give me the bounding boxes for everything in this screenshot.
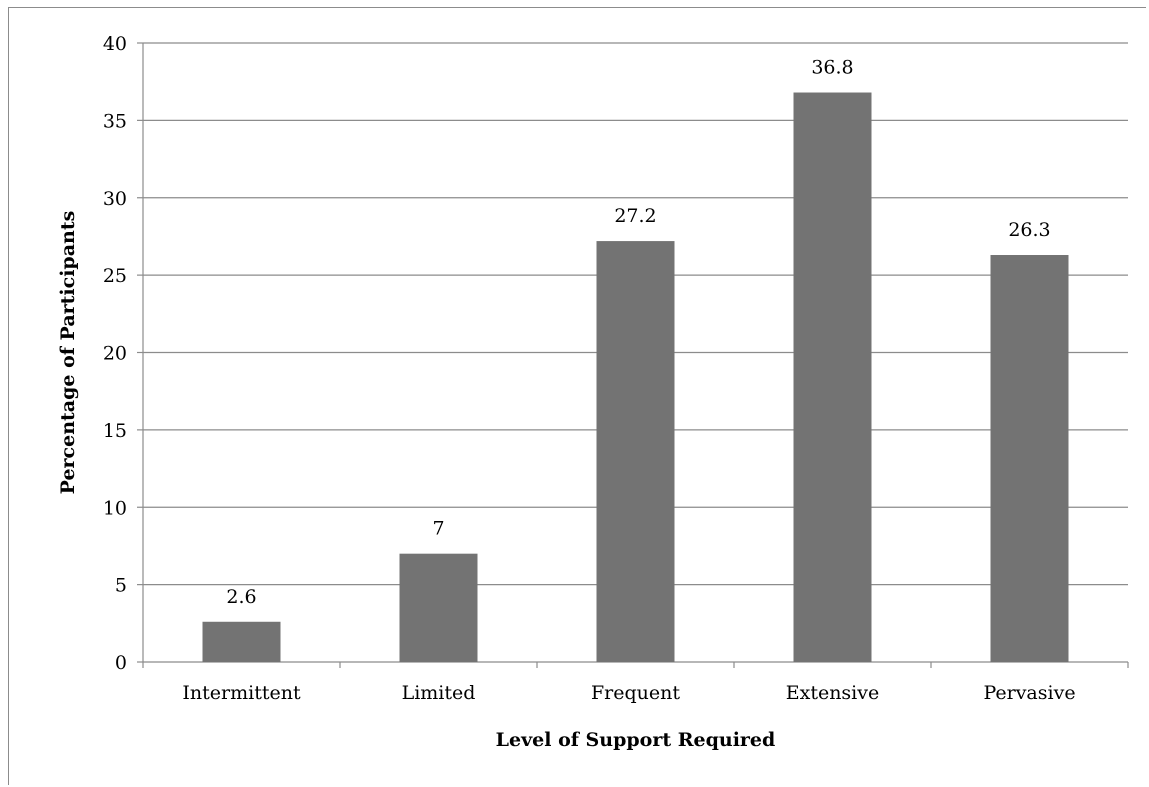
data-label-frequent: 27.2	[614, 205, 656, 227]
y-tick-label: 10	[103, 497, 127, 519]
x-tick-label-extensive: Extensive	[786, 682, 880, 704]
y-tick-label: 20	[103, 343, 127, 365]
bar-intermittent	[202, 621, 281, 662]
x-tick-label-intermittent: Intermittent	[182, 682, 301, 704]
x-tick-label-pervasive: Pervasive	[983, 682, 1075, 704]
bars	[202, 92, 1069, 662]
data-label-limited: 7	[432, 518, 444, 540]
y-tick-label: 35	[103, 110, 127, 132]
y-tick-label: 0	[115, 652, 127, 674]
x-axis-title: Level of Support Required	[496, 729, 776, 751]
y-tick-label: 15	[103, 420, 127, 442]
bar-pervasive	[990, 255, 1069, 662]
x-axis: Intermittent Limited Frequent Extensive Perv…	[142, 661, 1129, 704]
bar-limited	[399, 553, 478, 662]
y-tick-label: 5	[115, 575, 127, 597]
bar-frequent	[596, 241, 675, 662]
data-label-extensive: 36.8	[811, 57, 853, 79]
chart-frame	[8, 7, 1146, 785]
bar-extensive	[793, 92, 872, 662]
y-tick-label: 30	[103, 188, 127, 210]
y-axis: 0 5 10 15 20 25 30 35 40	[103, 33, 144, 674]
x-tick-label-limited: Limited	[402, 682, 476, 704]
y-tick-label: 25	[103, 265, 127, 287]
data-label-pervasive: 26.3	[1008, 219, 1050, 241]
data-label-intermittent: 2.6	[226, 586, 256, 608]
y-tick-label: 40	[103, 33, 127, 55]
data-labels: 2.6 7 27.2 36.8 26.3	[226, 57, 1050, 608]
x-tick-label-frequent: Frequent	[591, 682, 680, 704]
y-axis-title: Percentage of Participants	[57, 211, 79, 495]
